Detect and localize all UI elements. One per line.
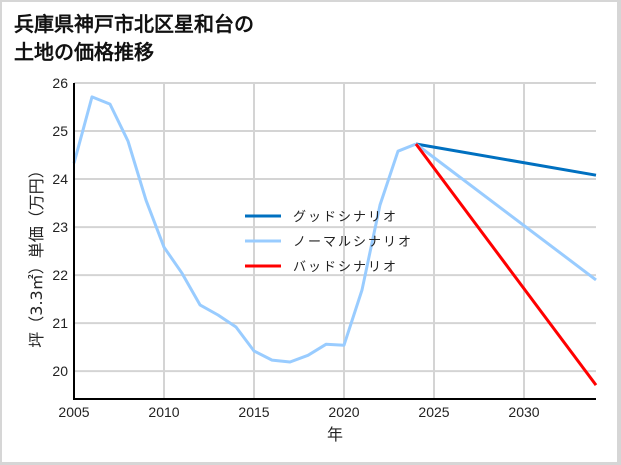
- y-tick-label: 22: [52, 267, 68, 283]
- y-tick-label: 25: [52, 123, 68, 139]
- y-axis-label: 坪（3.3㎡）単価（万円）: [27, 162, 46, 347]
- series-line: [414, 143, 598, 386]
- chart-title: 兵庫県神戸市北区星和台の 土地の価格推移: [14, 10, 254, 66]
- x-tick-label: 2025: [418, 404, 449, 420]
- y-tick-label: 23: [52, 219, 68, 235]
- x-tick-label: 2030: [508, 404, 539, 420]
- legend-label: グッドシナリオ: [293, 210, 398, 225]
- x-tick-label: 2005: [58, 404, 89, 420]
- y-tick-label: 21: [52, 315, 68, 331]
- x-axis-label: 年: [327, 425, 343, 444]
- y-tick-label: 26: [52, 75, 68, 91]
- x-tick-label: 2015: [238, 404, 269, 420]
- series-line: [415, 142, 597, 177]
- x-tick-label: 2020: [328, 404, 359, 420]
- chart-title-line-1: 兵庫県神戸市北区星和台の: [14, 12, 254, 36]
- data-lines: [72, 95, 598, 386]
- legend-label: バッドシナリオ: [293, 260, 398, 275]
- y-tick-label: 24: [52, 171, 68, 187]
- axes: [73, 83, 596, 400]
- y-tick-label: 20: [52, 363, 68, 379]
- tick-labels: 20 21 22 23 24 25 26 2005 2010 2015 2020 2025 2030: [52, 75, 539, 420]
- legend-label: ノーマルシナリオ: [293, 235, 413, 250]
- series-line: [72, 95, 417, 364]
- series-line: [415, 142, 597, 282]
- x-tick-label: 2010: [148, 404, 179, 420]
- chart-title-line-2: 土地の価格推移: [14, 40, 154, 64]
